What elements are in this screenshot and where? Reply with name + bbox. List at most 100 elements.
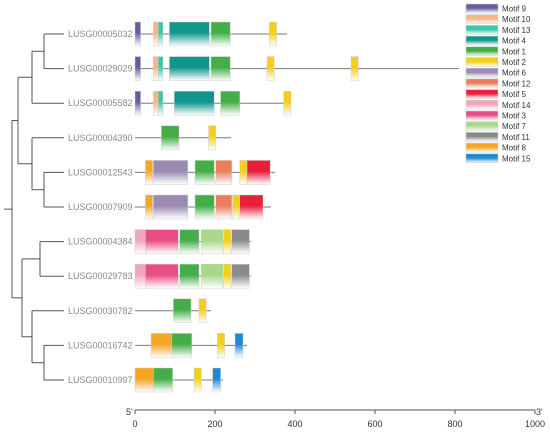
motif-box-motif-2 (266, 56, 275, 81)
legend-swatch-motif-10 (465, 14, 499, 24)
legend-item: Motif 6 (465, 67, 527, 78)
motif-box-motif-15 (234, 333, 244, 358)
gene-label: LUSG00030782 (68, 306, 133, 316)
legend-item: Motif 14 (465, 100, 531, 110)
gene-label: LUSG00007909 (68, 202, 133, 212)
gene-label: LUSG00016742 (68, 340, 133, 350)
legend-item: Motif 15 (465, 153, 531, 164)
motif-box-motif-1 (194, 160, 215, 185)
legend-swatch-motif-7 (465, 121, 499, 131)
legend-label: Motif 7 (502, 122, 527, 131)
legend-item: Motif 1 (465, 46, 527, 57)
legend-label: Motif 8 (502, 144, 527, 153)
motif-box-motif-1 (179, 263, 200, 289)
legend-swatch-motif-2 (465, 57, 499, 67)
axis-tick-label: 0 (132, 419, 137, 429)
motif-box-motif-13 (157, 21, 164, 47)
axis-tick-label: 1000 (525, 419, 545, 429)
motif-box-motif-14 (134, 263, 146, 289)
motif-box-motif-14 (134, 229, 146, 254)
motif-box-motif-7 (201, 263, 224, 289)
motif-box-motif-13 (157, 90, 164, 116)
legend-label: Motif 15 (502, 154, 531, 163)
motif-box-motif-8 (150, 333, 173, 358)
gene-row: LUSG00030782 (68, 298, 211, 324)
legend-swatch-motif-8 (465, 142, 499, 153)
motif-box-motif-1 (220, 90, 241, 116)
legend-item: Motif 5 (465, 89, 527, 99)
motif-box-motif-4 (169, 21, 210, 47)
legend-swatch-motif-12 (465, 78, 499, 89)
motif-box-motif-9 (134, 21, 141, 47)
legend-swatch-motif-3 (465, 110, 499, 121)
axis-tick-label: 400 (287, 419, 302, 429)
motif-box-motif-2 (232, 194, 241, 220)
legend-item: Motif 8 (465, 142, 527, 153)
legend-item: Motif 13 (465, 25, 531, 35)
legend-swatch-motif-1 (465, 46, 499, 57)
legend-swatch-motif-6 (465, 67, 499, 78)
motif-box-motif-8 (134, 367, 154, 393)
x-axis: 5' 3' 0 200 400 600 800 1000 (126, 407, 545, 429)
motif-box-motif-4 (173, 90, 215, 116)
legend-swatch-motif-15 (465, 153, 499, 164)
legend-label: Motif 12 (502, 79, 531, 88)
gene-label: LUSG00010997 (68, 375, 133, 385)
motif-box-motif-5 (246, 160, 271, 185)
motif-box-motif-3 (145, 229, 179, 254)
axis-start-label: 5' (126, 407, 133, 417)
legend-swatch-motif-14 (465, 100, 499, 110)
motif-box-motif-1 (179, 229, 200, 254)
legend-swatch-motif-4 (465, 35, 499, 46)
motif-box-motif-3 (145, 263, 179, 289)
motif-box-motif-2 (283, 90, 292, 116)
motif-box-motif-2 (269, 21, 277, 47)
legend-item: Motif 7 (465, 121, 527, 131)
axis-end-label: 3' (536, 407, 543, 417)
motif-box-motif-2 (208, 125, 217, 151)
legend-label: Motif 5 (502, 90, 527, 99)
motif-box-motif-8 (145, 160, 153, 185)
legend-item: Motif 2 (465, 57, 527, 67)
gene-row: LUSG00012543 (68, 160, 275, 185)
gene-label: LUSG00004384 (68, 237, 133, 247)
axis-ticks: 0 200 400 600 800 1000 (132, 410, 545, 429)
motif-box-motif-2 (239, 160, 248, 185)
motif-box-motif-15 (212, 367, 221, 393)
legend-item: Motif 10 (465, 14, 531, 24)
gene-row: LUSG00010997 (68, 367, 223, 393)
legend-label: Motif 1 (502, 47, 527, 56)
legend-label: Motif 4 (502, 37, 527, 46)
gene-label: LUSG00005582 (68, 98, 133, 108)
motif-box-motif-2 (217, 333, 225, 358)
gene-label: LUSG00029029 (68, 64, 133, 74)
motif-box-motif-2 (198, 298, 207, 324)
motif-box-motif-4 (169, 56, 210, 81)
gene-row: LUSG00005582 (68, 90, 292, 116)
motif-box-motif-5 (239, 194, 264, 220)
motif-box-motif-2 (223, 263, 232, 289)
legend-item: Motif 4 (465, 35, 527, 46)
legend-swatch-motif-13 (465, 25, 499, 35)
motif-box-motif-1 (194, 194, 215, 220)
motif-box-motif-8 (145, 194, 153, 220)
motif-box-motif-6 (153, 160, 189, 185)
motif-box-motif-9 (134, 56, 141, 81)
legend-label: Motif 2 (502, 58, 527, 67)
legend-label: Motif 3 (502, 112, 527, 121)
gene-label: LUSG00029783 (68, 271, 133, 281)
motif-box-motif-6 (153, 194, 189, 220)
phylogenetic-tree (4, 33, 64, 381)
legend-label: Motif 9 (502, 5, 527, 14)
legend-label: Motif 11 (502, 133, 530, 142)
gene-row: LUSG00029783 (68, 263, 251, 289)
motif-box-motif-2 (350, 56, 359, 81)
gene-row: LUSG00016742 (68, 333, 247, 358)
motif-box-motif-1 (173, 298, 192, 324)
motif-box-motif-7 (201, 229, 224, 254)
legend-item: Motif 3 (465, 110, 527, 121)
legend-label: Motif 13 (502, 26, 531, 35)
gene-row: LUSG00004390 (68, 125, 231, 151)
motif-box-motif-1 (171, 333, 193, 358)
